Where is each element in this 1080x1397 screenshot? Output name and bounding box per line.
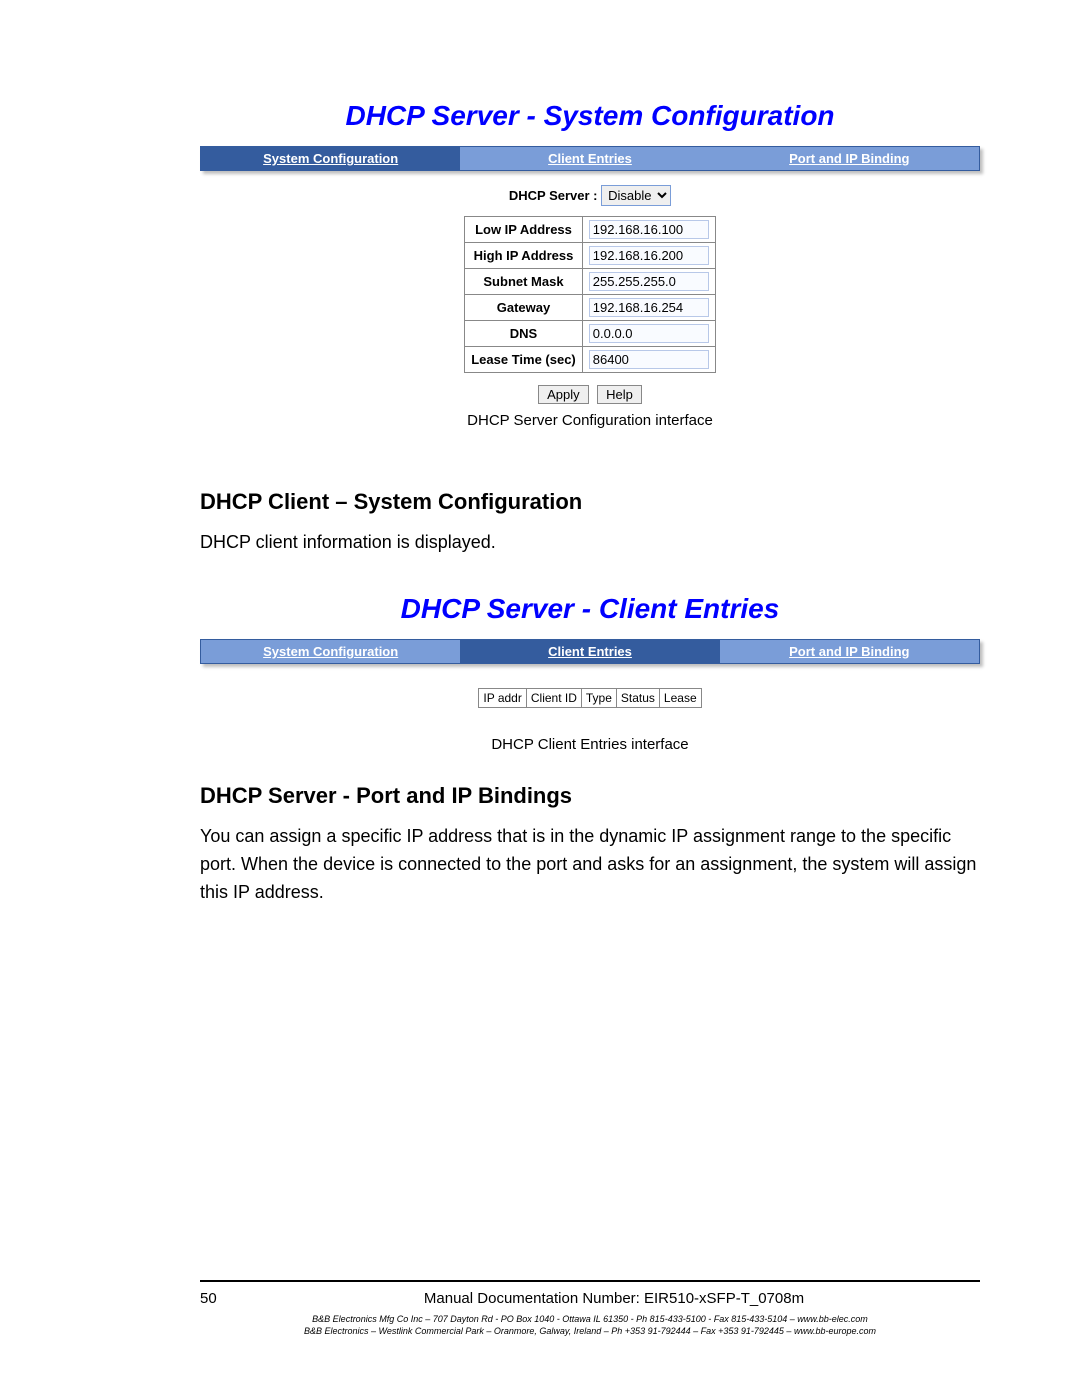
tab-system-configuration-2[interactable]: System Configuration — [201, 640, 460, 663]
footer-divider — [200, 1280, 980, 1282]
high-ip-input[interactable] — [589, 246, 709, 265]
table-row: DNS — [465, 321, 716, 347]
col-ip-addr: IP addr — [479, 688, 526, 707]
col-type: Type — [581, 688, 616, 707]
table-row: Lease Time (sec) — [465, 347, 716, 373]
page-title-1: DHCP Server - System Configuration — [200, 100, 980, 132]
tabs-row-2: System Configuration Client Entries Port… — [200, 639, 980, 664]
dns-label: DNS — [465, 321, 583, 347]
lease-time-input[interactable] — [589, 350, 709, 369]
table-row: Low IP Address — [465, 217, 716, 243]
tabs-row-1: System Configuration Client Entries Port… — [200, 146, 980, 171]
dhcp-server-row: DHCP Server : Disable Enable — [200, 185, 980, 206]
table-row: Gateway — [465, 295, 716, 321]
footer-address-2: B&B Electronics – Westlink Commercial Pa… — [200, 1325, 980, 1337]
col-status: Status — [616, 688, 659, 707]
dns-input[interactable] — [589, 324, 709, 343]
footer-address-1: B&B Electronics Mfg Co Inc – 707 Dayton … — [200, 1313, 980, 1325]
button-row: Apply Help — [200, 385, 980, 404]
table-row: Subnet Mask — [465, 269, 716, 295]
gateway-label: Gateway — [465, 295, 583, 321]
page-number: 50 — [200, 1290, 248, 1307]
col-lease: Lease — [659, 688, 701, 707]
apply-button[interactable]: Apply — [538, 385, 589, 404]
subnet-mask-input[interactable] — [589, 272, 709, 291]
dhcp-server-select[interactable]: Disable Enable — [601, 185, 671, 206]
tab-port-ip-binding[interactable]: Port and IP Binding — [720, 147, 979, 170]
footer-fineprint: B&B Electronics Mfg Co Inc – 707 Dayton … — [200, 1313, 980, 1337]
footer-doc-number: Manual Documentation Number: EIR510-xSFP… — [248, 1290, 980, 1307]
tab-client-entries-2[interactable]: Client Entries — [460, 640, 719, 663]
page-title-2: DHCP Server - Client Entries — [200, 593, 980, 625]
body-port-ip: You can assign a specific IP address tha… — [200, 823, 980, 907]
caption-1: DHCP Server Configuration interface — [200, 412, 980, 429]
gateway-input[interactable] — [589, 298, 709, 317]
dhcp-server-label: DHCP Server : — [509, 188, 598, 203]
help-button[interactable]: Help — [597, 385, 642, 404]
col-client-id: Client ID — [526, 688, 581, 707]
low-ip-label: Low IP Address — [465, 217, 583, 243]
heading-port-ip: DHCP Server - Port and IP Bindings — [200, 783, 980, 809]
page-footer: 50 Manual Documentation Number: EIR510-x… — [200, 1280, 980, 1337]
heading-client-config: DHCP Client – System Configuration — [200, 489, 980, 515]
tab-client-entries[interactable]: Client Entries — [460, 147, 719, 170]
high-ip-label: High IP Address — [465, 243, 583, 269]
tab-system-configuration[interactable]: System Configuration — [201, 147, 460, 170]
table-row: High IP Address — [465, 243, 716, 269]
entries-table: IP addr Client ID Type Status Lease — [478, 688, 701, 708]
subnet-mask-label: Subnet Mask — [465, 269, 583, 295]
table-row: IP addr Client ID Type Status Lease — [479, 688, 701, 707]
tab-port-ip-binding-2[interactable]: Port and IP Binding — [720, 640, 979, 663]
caption-2: DHCP Client Entries interface — [200, 736, 980, 753]
config-table: Low IP Address High IP Address Subnet Ma… — [464, 216, 716, 373]
low-ip-input[interactable] — [589, 220, 709, 239]
lease-time-label: Lease Time (sec) — [465, 347, 583, 373]
body-client-config: DHCP client information is displayed. — [200, 529, 980, 557]
